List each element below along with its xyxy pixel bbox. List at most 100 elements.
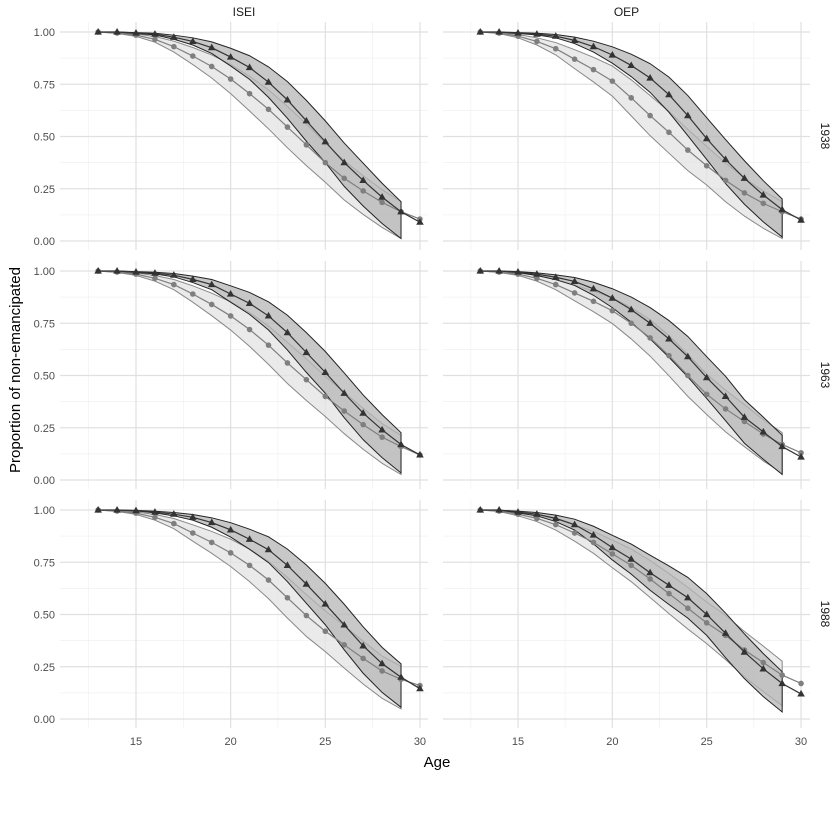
- triangle-point: [476, 506, 485, 513]
- panel-OEP-1988: 15 20 25 30: [443, 500, 810, 748]
- circle-point: [571, 530, 578, 536]
- circle-point: [322, 159, 329, 166]
- circle-point: [379, 434, 385, 440]
- triangle-point: [476, 28, 485, 35]
- circle-series-line: [98, 270, 421, 456]
- triangle-confidence-band: [480, 270, 783, 476]
- triangle-point: [207, 518, 216, 526]
- triangle-point: [132, 268, 140, 275]
- triangle-point: [378, 193, 386, 200]
- circle-point: [552, 45, 559, 52]
- triangle-point: [170, 33, 178, 40]
- triangle-point: [740, 413, 749, 420]
- triangle-point: [302, 116, 311, 124]
- triangle-confidence-band: [98, 31, 402, 240]
- triangle-point: [359, 641, 367, 649]
- triangle-point: [514, 268, 522, 275]
- triangle-point: [321, 137, 330, 145]
- triangle-point: [570, 36, 579, 43]
- triangle-point: [665, 90, 673, 98]
- circle-point: [284, 594, 291, 601]
- circle-point: [341, 642, 348, 648]
- triangle-point: [283, 561, 292, 568]
- facet-label-1963: 1963: [818, 362, 832, 389]
- triangle-point: [702, 134, 711, 142]
- triangle-point: [589, 531, 598, 538]
- triangle-point: [797, 689, 805, 697]
- panel-OEP-1963: [443, 261, 810, 489]
- circle-point: [303, 612, 310, 619]
- triangle-point: [778, 679, 786, 687]
- triangle-point: [170, 271, 178, 278]
- triangle-point: [514, 508, 522, 515]
- circle-point: [798, 450, 804, 456]
- triangle-point: [646, 319, 654, 326]
- triangle-point: [151, 269, 159, 276]
- circle-point: [628, 562, 635, 569]
- triangle-point: [721, 629, 730, 636]
- circle-point: [171, 281, 177, 288]
- circle-point: [171, 520, 177, 527]
- triangle-point: [684, 593, 692, 601]
- circle-point: [303, 376, 310, 383]
- triangle-point: [702, 373, 711, 381]
- triangle-point: [684, 111, 692, 119]
- y-tick-label: 0.25: [34, 184, 55, 196]
- circle-point: [152, 36, 158, 43]
- panel-ISEI-1963: 0.00 0.25 0.50 0.75 1.00: [34, 261, 428, 489]
- triangle-point: [207, 280, 216, 288]
- circle-series-line: [480, 509, 802, 685]
- circle-point: [534, 38, 540, 45]
- circle-series-line: [480, 270, 802, 454]
- circle-point: [284, 360, 291, 366]
- triangle-point: [608, 543, 617, 551]
- triangle-point: [797, 453, 805, 460]
- circle-point: [685, 147, 691, 153]
- circle-point: [609, 307, 616, 314]
- y-tick-label: 0.50: [34, 132, 55, 144]
- triangle-point: [646, 568, 654, 576]
- triangle-series-line: [98, 31, 421, 223]
- triangle-point: [340, 620, 349, 628]
- circle-point: [666, 352, 672, 359]
- triangle-point: [113, 28, 121, 35]
- triangle-point: [94, 267, 102, 274]
- circle-point: [360, 421, 366, 428]
- y-tick-label: 0.50: [34, 371, 55, 383]
- triangle-point: [476, 267, 485, 274]
- triangle-point: [533, 510, 541, 517]
- triangle-point: [264, 545, 273, 553]
- triangle-point: [340, 389, 349, 396]
- triangle-point: [721, 155, 730, 163]
- triangle-point: [551, 32, 560, 39]
- triangle-point: [570, 277, 579, 285]
- triangle-point: [759, 664, 768, 672]
- x-tick-label: 30: [414, 736, 426, 748]
- circle-point: [303, 142, 310, 148]
- triangle-point: [378, 659, 386, 667]
- triangle-point: [608, 294, 617, 301]
- facet-label-OEP: OEP: [614, 5, 639, 19]
- triangle-point: [495, 28, 503, 35]
- facet-label-1938: 1938: [818, 123, 832, 150]
- y-tick-label: 1.00: [34, 266, 55, 278]
- triangle-point: [226, 289, 235, 297]
- circle-point: [685, 605, 691, 612]
- triangle-point: [495, 267, 503, 274]
- triangle-point: [132, 506, 140, 514]
- triangle-series-line: [480, 509, 802, 695]
- triangle-point: [397, 207, 405, 215]
- circle-point: [590, 298, 597, 305]
- triangle-point: [533, 30, 541, 37]
- circle-point: [647, 112, 653, 119]
- triangle-point: [132, 29, 140, 36]
- circle-point: [703, 391, 710, 398]
- circle-point: [571, 290, 578, 296]
- triangle-point: [94, 506, 102, 513]
- triangle-point: [570, 520, 579, 528]
- facet-label-1988: 1988: [818, 601, 832, 628]
- triangle-point: [283, 328, 292, 336]
- circle-point: [722, 406, 729, 412]
- triangle-point: [264, 311, 273, 319]
